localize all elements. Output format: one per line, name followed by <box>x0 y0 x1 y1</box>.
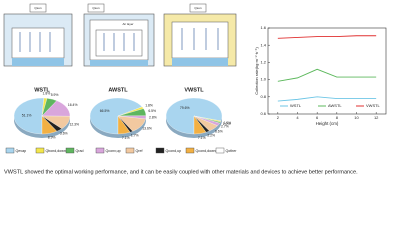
diagram-label: Air layer <box>122 22 133 26</box>
y-axis-label: Collection rate(kg·m⁻²·h⁻¹) <box>254 47 259 95</box>
pie-title: AWSTL <box>108 87 128 93</box>
pie-value-label: 12.3% <box>69 123 79 127</box>
pie-value-label: 51.1% <box>22 114 32 118</box>
pie-value-label: 2.2% <box>207 133 215 137</box>
legend-label: Qevap <box>16 149 27 153</box>
pie-slice <box>13 97 45 135</box>
legend-label: Qref <box>136 149 143 153</box>
diagram-label: Qsun <box>92 6 100 10</box>
pie-value-label: 1.7% <box>131 134 139 138</box>
legend-swatch <box>65 147 75 154</box>
pie-value-label: 6.6% <box>215 130 223 134</box>
caption: VWSTL showed the optimal working perform… <box>4 169 358 175</box>
diagram-awstl <box>83 3 155 67</box>
y-tick-label: 0.6 <box>260 111 266 116</box>
pie-value-label: 1.0% <box>223 122 231 126</box>
figure: Qsun Qsun Air layer Qsun VWSTL showed th… <box>3 3 387 175</box>
diagram-label: Qsun <box>194 6 202 10</box>
series-line <box>277 35 377 39</box>
pie-value-label: 2.7% <box>221 124 229 128</box>
plot-frame <box>267 27 387 115</box>
legend-swatch <box>155 147 165 154</box>
legend-swatch <box>5 147 15 154</box>
pie-value-label: 5.9% <box>51 93 59 97</box>
pie-value-label: 79.6% <box>180 106 190 110</box>
diagram-vwstl <box>163 3 237 67</box>
series-line <box>277 96 377 102</box>
legend-label: VWSTL <box>366 103 381 108</box>
legend-label: Qcond,up <box>166 149 182 153</box>
pie-slice <box>89 97 143 135</box>
legend-swatch <box>215 147 225 154</box>
x-tick-label: 2 <box>277 115 280 120</box>
x-tick-label: 4 <box>296 115 299 120</box>
x-tick-label: 6 <box>316 115 319 120</box>
y-tick-label: 1.4 <box>260 42 266 47</box>
pie-slice <box>41 115 58 135</box>
legend-swatch <box>185 147 195 154</box>
pie-value-label: 13.6% <box>142 126 152 130</box>
y-tick-label: 0.8 <box>260 94 266 99</box>
legend-label: Qbond,down <box>46 149 66 153</box>
pie-value-label: 6.5% <box>148 109 156 113</box>
pie-value-label: 1.8% <box>145 104 153 108</box>
pie-value-label: 16.4% <box>68 103 78 107</box>
diagram-wstl <box>3 3 73 67</box>
pie-value-label: 3.6% <box>60 131 68 135</box>
legend-label: Qcond,down <box>196 149 216 153</box>
pie-slice <box>117 115 131 135</box>
pie-value-label: 7.1% <box>198 136 206 140</box>
x-tick-label: 8 <box>336 115 339 120</box>
legend-swatch <box>125 147 135 154</box>
legend-label: WSTL <box>290 103 302 108</box>
legend-swatch <box>95 147 105 154</box>
legend-label: Qrad <box>76 149 84 153</box>
pie-value-label: 7.1% <box>122 136 130 140</box>
diagram-label: Qsun <box>34 6 42 10</box>
series-line <box>277 68 377 82</box>
legend-label: AWSTL <box>328 103 342 108</box>
legend-swatch <box>35 147 45 154</box>
pie-value-label: 1.0% <box>223 121 231 125</box>
pie-value-label: 2.8% <box>149 116 157 120</box>
y-tick-label: 1.0 <box>260 77 266 82</box>
x-axis-label: Height (cm) <box>316 121 339 126</box>
x-tick-label: 12 <box>374 115 379 120</box>
pie-value-label: 66.5% <box>100 109 110 113</box>
legend-label: Qother <box>226 149 238 153</box>
pie-title: WSTL <box>34 87 50 93</box>
y-tick-label: 1.6 <box>260 25 266 30</box>
pie-value-label: 8.9% <box>48 136 56 140</box>
legend-label: Qconv,up <box>106 149 121 153</box>
x-tick-label: 10 <box>354 115 359 120</box>
y-tick-label: 1.2 <box>260 59 266 64</box>
pie-value-label: 1.8% <box>43 92 51 96</box>
pie-title: VWSTL <box>184 87 204 93</box>
pie-slice <box>193 115 207 135</box>
